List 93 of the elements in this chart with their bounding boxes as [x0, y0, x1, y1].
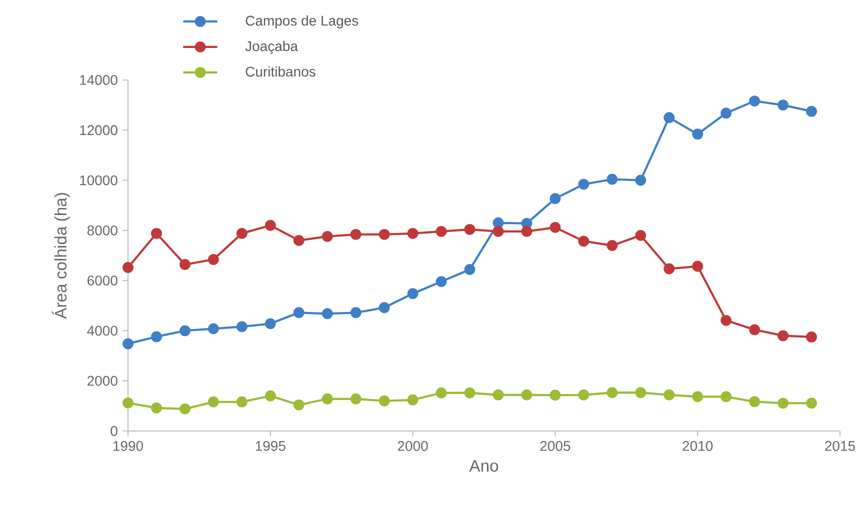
y-tick-label: 6000 [88, 276, 118, 286]
y-tick-label: 8000 [87, 225, 118, 236]
point [606, 174, 618, 185]
point [179, 259, 190, 270]
y-axis-title: Área colhida (ha) [52, 193, 70, 319]
point [550, 390, 561, 401]
point [664, 112, 675, 124]
point [293, 307, 304, 318]
point [122, 338, 134, 350]
legend-label: Joaçaba [245, 40, 298, 54]
point [350, 228, 362, 240]
point [436, 276, 447, 288]
point [264, 318, 276, 330]
point [179, 403, 190, 414]
point [578, 236, 590, 247]
y-tick-label: 10000 [80, 175, 118, 186]
y-tick-label: 0 [110, 426, 118, 436]
point [778, 100, 789, 111]
x-tick-label: 2015 [825, 441, 855, 451]
y-tick-label: 2000 [88, 376, 118, 386]
point [635, 174, 646, 186]
x-tick-label: 1990 [114, 441, 144, 451]
point [264, 220, 276, 231]
point [749, 324, 760, 336]
point [464, 387, 476, 398]
point [606, 240, 618, 251]
point [236, 396, 248, 408]
point [151, 402, 162, 414]
point [407, 288, 418, 300]
x-axis-title: Ano [469, 460, 498, 472]
point [436, 387, 447, 398]
point [264, 390, 276, 402]
x-tick-label: 1995 [256, 441, 286, 451]
point [664, 263, 675, 274]
legend-label: Curitibanos [246, 66, 316, 77]
point [378, 228, 390, 240]
point [436, 226, 447, 237]
point [293, 399, 304, 410]
point [720, 108, 732, 119]
point [692, 260, 704, 272]
point [492, 226, 504, 237]
point [692, 128, 704, 140]
point [492, 217, 504, 228]
point [293, 234, 304, 246]
point [806, 332, 817, 342]
point [122, 262, 134, 273]
point [778, 398, 789, 409]
point [236, 228, 248, 239]
point [464, 224, 476, 235]
point [578, 389, 590, 400]
point [208, 396, 219, 408]
point [749, 96, 760, 107]
point [720, 314, 732, 326]
point [322, 308, 333, 320]
point [236, 321, 248, 332]
point [806, 398, 817, 409]
y-tick-label: 14000 [80, 75, 118, 85]
point [122, 397, 134, 408]
point [407, 228, 418, 239]
point [550, 222, 561, 233]
point [635, 230, 646, 241]
point [179, 325, 190, 336]
point [492, 389, 504, 400]
x-tick-label: 2010 [682, 441, 713, 451]
x-tick-label: 2000 [398, 441, 428, 451]
legend-label: Campos de Lages [246, 15, 358, 28]
point [208, 323, 219, 334]
point [521, 226, 532, 237]
point [578, 178, 590, 190]
point [806, 106, 817, 117]
y-tick-label: 4000 [87, 326, 118, 336]
point [151, 228, 162, 239]
point [749, 396, 760, 408]
point [464, 264, 476, 275]
point [208, 254, 219, 265]
point [664, 389, 675, 400]
point [322, 230, 333, 242]
point [550, 193, 561, 204]
point [521, 389, 532, 400]
point [378, 395, 390, 406]
point [606, 387, 618, 398]
point [407, 394, 418, 406]
point [151, 331, 162, 342]
point [778, 330, 789, 342]
point [635, 387, 646, 398]
point [322, 393, 333, 404]
point [350, 393, 362, 404]
point [720, 391, 732, 402]
y-tick-label: 12000 [80, 125, 118, 136]
point [692, 391, 704, 402]
point [378, 302, 390, 314]
x-tick-label: 2005 [540, 441, 570, 451]
point [350, 307, 362, 318]
